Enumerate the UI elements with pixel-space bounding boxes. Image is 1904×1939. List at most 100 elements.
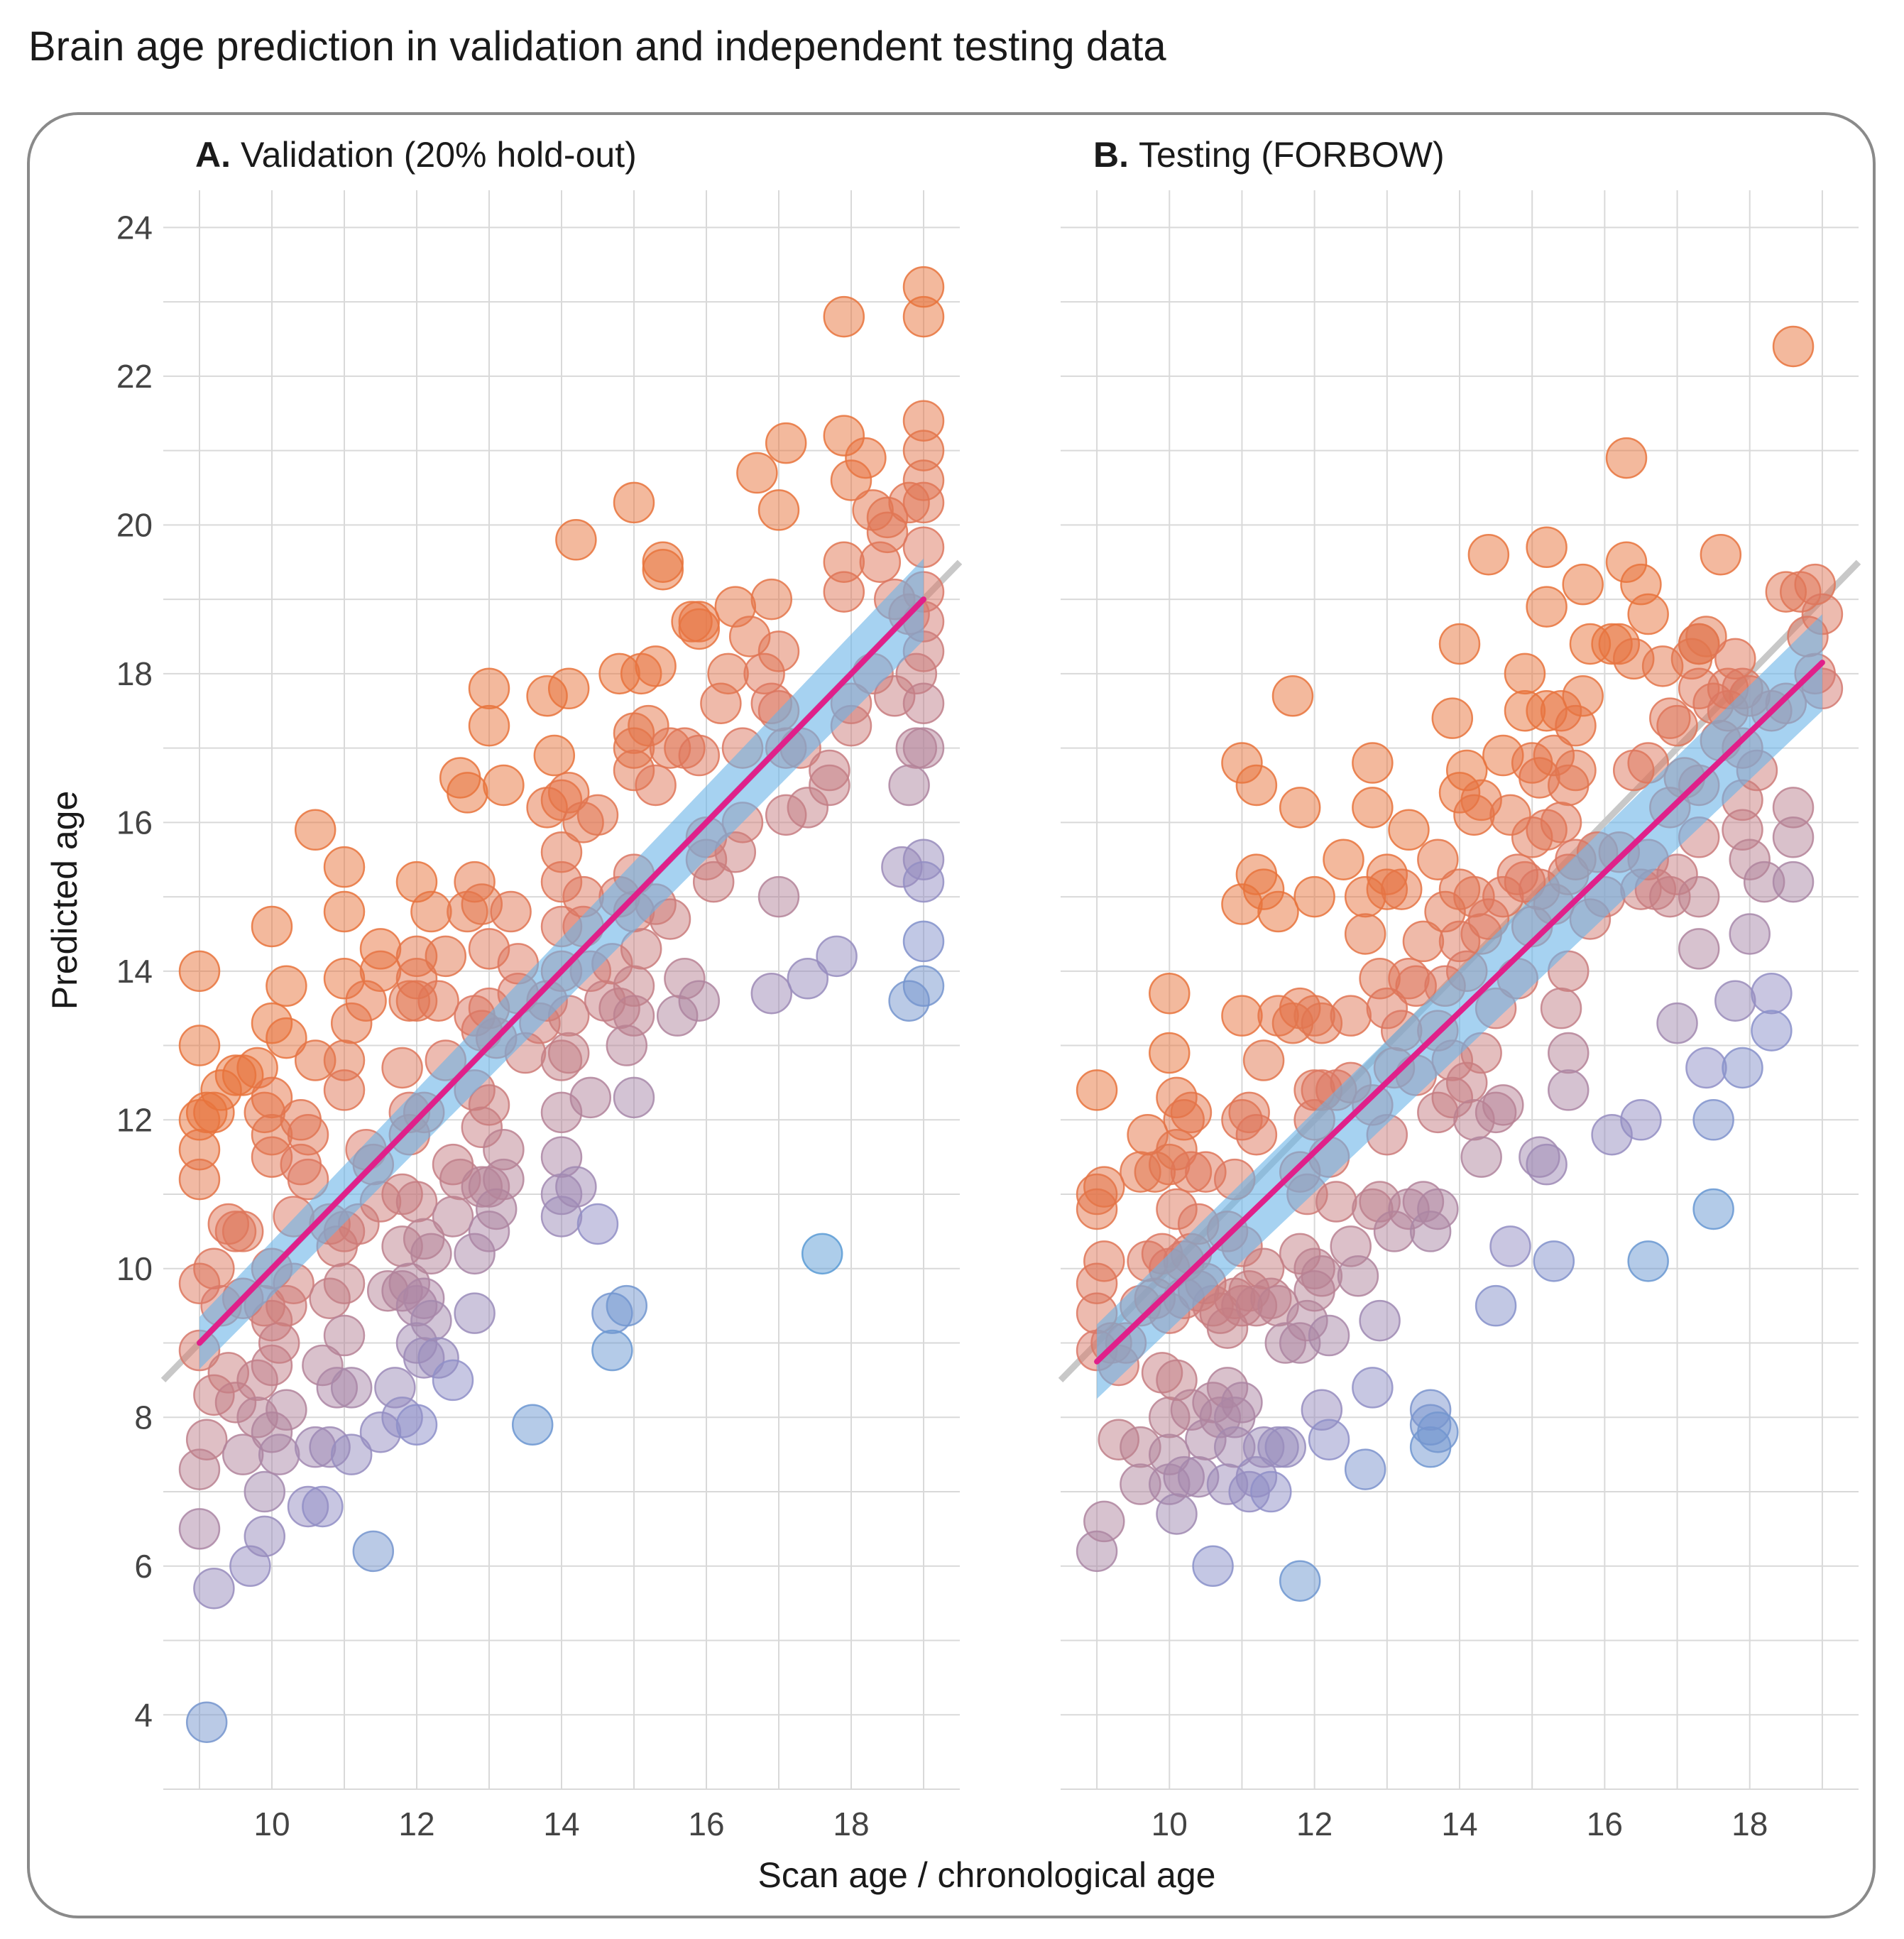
- data-point: [902, 861, 945, 903]
- data-point: [902, 965, 945, 1007]
- data-point: [1301, 1255, 1343, 1297]
- data-point: [178, 1158, 221, 1201]
- data-point: [1751, 1010, 1793, 1052]
- data-point: [757, 489, 800, 531]
- data-point: [1729, 913, 1771, 955]
- data-point: [902, 920, 945, 963]
- data-point: [294, 809, 337, 851]
- data-point: [447, 772, 488, 814]
- y-tick-label: 14: [116, 953, 153, 990]
- data-point: [866, 511, 909, 554]
- data-point: [323, 1069, 366, 1111]
- data-point: [816, 935, 858, 978]
- data-point: [1352, 742, 1394, 784]
- data-point: [323, 1262, 366, 1304]
- data-point: [1235, 764, 1278, 807]
- data-point: [178, 1025, 221, 1066]
- data-point: [1417, 1188, 1459, 1230]
- data-point: [1221, 995, 1263, 1037]
- data-point: [707, 652, 749, 695]
- data-point: [1388, 809, 1430, 851]
- data-point: [1678, 875, 1720, 918]
- x-tick-label: 12: [398, 1806, 434, 1842]
- data-point: [888, 764, 930, 807]
- panel-b: B. Testing (FORBOW) 10 12 14 16 18: [1058, 135, 1861, 1842]
- data-point: [1257, 890, 1299, 933]
- data-point: [410, 1233, 452, 1275]
- data-point: [323, 846, 366, 888]
- data-point: [432, 1359, 474, 1402]
- data-point: [555, 1166, 597, 1208]
- x-tick-label: 16: [1587, 1806, 1623, 1842]
- data-point: [1352, 1367, 1394, 1409]
- data-point: [1083, 1240, 1125, 1282]
- data-point: [323, 890, 366, 933]
- data-point: [468, 704, 510, 747]
- data-point: [432, 1196, 474, 1238]
- data-point: [1474, 1284, 1517, 1327]
- data-point: [801, 1233, 843, 1275]
- data-point: [823, 571, 865, 613]
- data-point: [1685, 1047, 1727, 1089]
- y-tick-label: 6: [134, 1548, 153, 1585]
- panel-a-title: A. Validation (20% hold-out): [195, 135, 637, 175]
- data-point: [1627, 593, 1669, 635]
- panel-frame: [27, 112, 1876, 1918]
- data-point: [1460, 1136, 1502, 1178]
- y-tick-label: 12: [116, 1101, 153, 1138]
- data-point: [468, 1084, 510, 1126]
- data-point: [468, 667, 510, 710]
- panel-b-title-text: Testing (FORBOW): [1139, 135, 1445, 175]
- data-point: [787, 958, 829, 1000]
- data-point: [258, 1322, 300, 1364]
- data-point: [287, 1158, 329, 1201]
- data-point: [330, 1433, 373, 1475]
- fit-line: [1094, 660, 1825, 1365]
- data-point: [1540, 802, 1582, 843]
- data-point: [1279, 1560, 1321, 1602]
- x-tick-label: 14: [1441, 1806, 1477, 1842]
- data-point: [185, 1419, 228, 1460]
- data-point: [1751, 972, 1793, 1015]
- data-point: [1315, 1181, 1357, 1223]
- data-point: [511, 1404, 554, 1446]
- data-point: [425, 935, 467, 978]
- y-tick-label: 24: [116, 209, 153, 246]
- y-axis-label: Predicted age: [45, 791, 84, 1010]
- data-point: [1235, 1114, 1278, 1156]
- data-point: [642, 541, 684, 583]
- fit-line: [197, 596, 926, 1346]
- data-point: [678, 734, 721, 777]
- data-point: [1250, 1470, 1292, 1513]
- data-point: [1192, 1545, 1234, 1588]
- data-point: [678, 980, 721, 1022]
- data-point: [1605, 437, 1648, 479]
- data-point: [381, 1047, 423, 1089]
- data-point: [266, 1017, 307, 1059]
- data-point: [1656, 1002, 1698, 1044]
- data-point: [569, 1076, 612, 1119]
- y-tick-label: 20: [116, 506, 153, 543]
- data-point: [1359, 1299, 1401, 1342]
- panel-a-title-text: Validation (20% hold-out): [241, 135, 637, 175]
- panel-a-title-letter: A.: [195, 135, 231, 175]
- x-tick-label: 16: [688, 1806, 724, 1842]
- data-point: [1548, 1032, 1590, 1074]
- data-point: [1620, 1099, 1662, 1141]
- confidence-band: [199, 558, 924, 1370]
- data-point: [1271, 675, 1314, 717]
- data-point: [606, 1284, 648, 1327]
- data-point: [1337, 1255, 1379, 1297]
- x-tick-label: 10: [1151, 1806, 1188, 1842]
- data-point: [1221, 1382, 1263, 1424]
- data-point: [1467, 533, 1510, 576]
- data-point: [1482, 1084, 1524, 1126]
- data-point: [1330, 995, 1372, 1037]
- data-point: [490, 890, 532, 933]
- data-point: [193, 1567, 235, 1610]
- data-point: [1293, 875, 1335, 918]
- data-point: [1489, 1225, 1531, 1267]
- data-point: [678, 608, 721, 650]
- data-point: [902, 727, 945, 769]
